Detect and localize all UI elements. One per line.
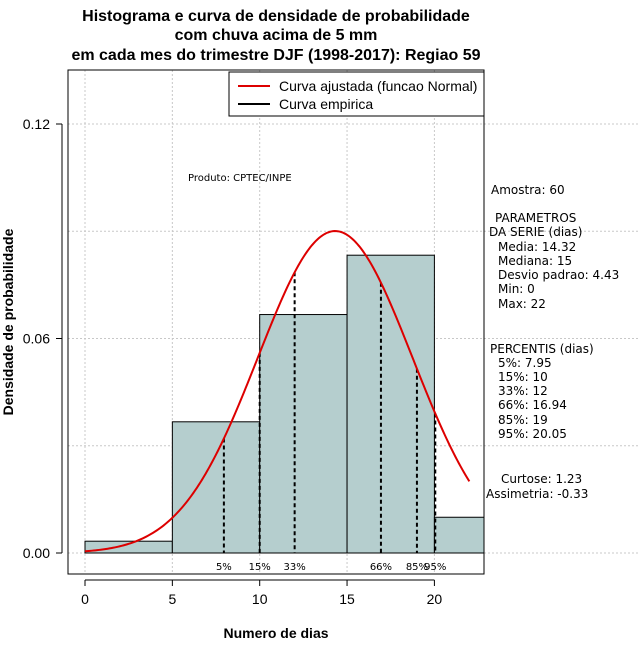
histogram-bar-3: [346, 254, 435, 554]
produto-annotation: Produto: CPTEC/INPE: [188, 173, 292, 184]
legend-box: [228, 71, 485, 117]
x-tick-label-3: 15: [339, 591, 355, 607]
p95-text: 95%: 20.05: [498, 427, 567, 441]
y-tick-label-0: 0.00: [23, 545, 50, 561]
y-tick-label-2: 0.12: [23, 116, 50, 132]
curtose-text: Curtose: 1.23: [501, 472, 582, 486]
statistics-panel: Amostra: 60 PARAMETROS DA SERIE (dias) M…: [486, 183, 619, 501]
percentile-lines: 5% 15% 33% 66% 85%95%: [216, 272, 446, 573]
percentile-label-5: 95%: [424, 562, 446, 573]
plot-frame: [67, 69, 485, 575]
parametros-title-2: DA SERIE (dias): [489, 225, 582, 239]
normal-curve-line: [84, 230, 471, 553]
p66-text: 66%: 16.94: [498, 398, 567, 412]
percentile-label-3: 66%: [370, 562, 392, 573]
chart-title-line-3: em cada mes do trimestre DJF (1998-2017)…: [71, 47, 480, 64]
percentile-label-1: 15%: [249, 562, 271, 573]
p33-text: 33%: 12: [498, 384, 548, 398]
chart-title-line-2: com chuva acima de 5 mm: [175, 27, 378, 44]
percentile-label-2: 33%: [284, 562, 306, 573]
chart-title-line-1: Histograma e curva de densidade de proba…: [82, 8, 470, 25]
amostra-text: Amostra: 60: [491, 183, 565, 197]
p85-text: 85%: 19: [498, 413, 548, 427]
desvio-text: Desvio padrao: 4.43: [498, 268, 619, 282]
histogram-bar-2: [259, 314, 348, 554]
x-tick-label-2: 10: [252, 591, 268, 607]
mediana-text: Mediana: 15: [498, 254, 572, 268]
axes: 0 5 10 15 20 0.00 0.06 0.12: [23, 116, 443, 607]
max-text: Max: 22: [498, 297, 546, 311]
media-text: Media: 14.32: [498, 240, 576, 254]
p5-text: 5%: 7.95: [498, 356, 552, 370]
legend-label-empirica: Curva empirica: [279, 96, 373, 112]
histogram-bars: [84, 254, 485, 554]
x-tick-label-0: 0: [81, 591, 89, 607]
percentile-label-0: 5%: [216, 562, 232, 573]
x-tick-label-4: 20: [427, 591, 443, 607]
percentile-label-4: 85%: [406, 562, 428, 573]
p15-text: 15%: 10: [498, 370, 548, 384]
normal-curve: [84, 230, 471, 553]
y-axis-label: Densidade de probabilidade: [0, 228, 16, 415]
legend: Curva ajustada (funcao Normal) Curva emp…: [228, 71, 485, 117]
histogram-bar-4: [433, 516, 485, 554]
x-axis-label: Numero de dias: [223, 625, 328, 641]
x-tick-label-1: 5: [168, 591, 176, 607]
y-tick-label-1: 0.06: [23, 331, 50, 347]
percentis-title: PERCENTIS (dias): [490, 342, 594, 356]
legend-label-normal: Curva ajustada (funcao Normal): [279, 78, 477, 94]
assimetria-text: Assimetria: -0.33: [486, 487, 588, 501]
parametros-title-1: PARAMETROS: [495, 211, 576, 225]
histogram-bar-1: [171, 421, 261, 554]
min-text: Min: 0: [498, 282, 535, 296]
